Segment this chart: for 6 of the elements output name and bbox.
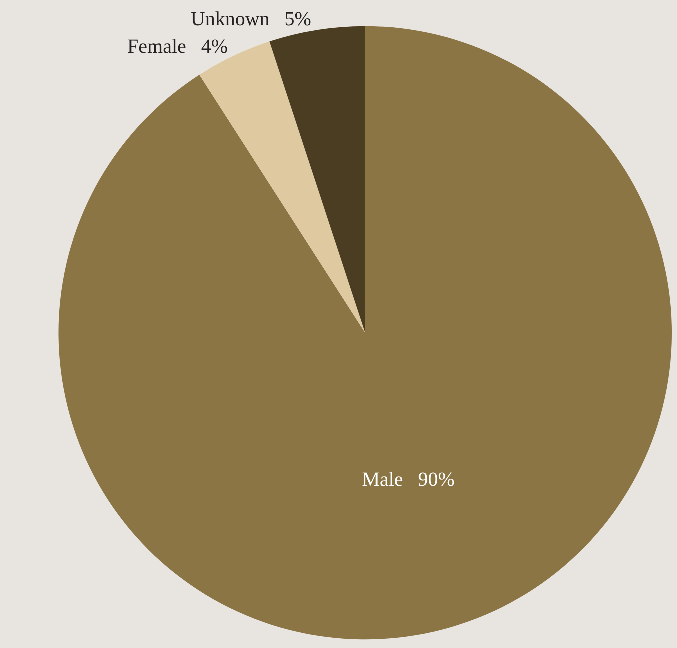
pie-slice	[58, 26, 672, 640]
slice-label: Unknown 5%	[190, 8, 312, 30]
pie-slice	[270, 26, 366, 333]
slice-label: Female 4%	[128, 36, 228, 58]
slice-label: Male 90%	[362, 469, 455, 492]
pie-slice	[200, 42, 366, 333]
